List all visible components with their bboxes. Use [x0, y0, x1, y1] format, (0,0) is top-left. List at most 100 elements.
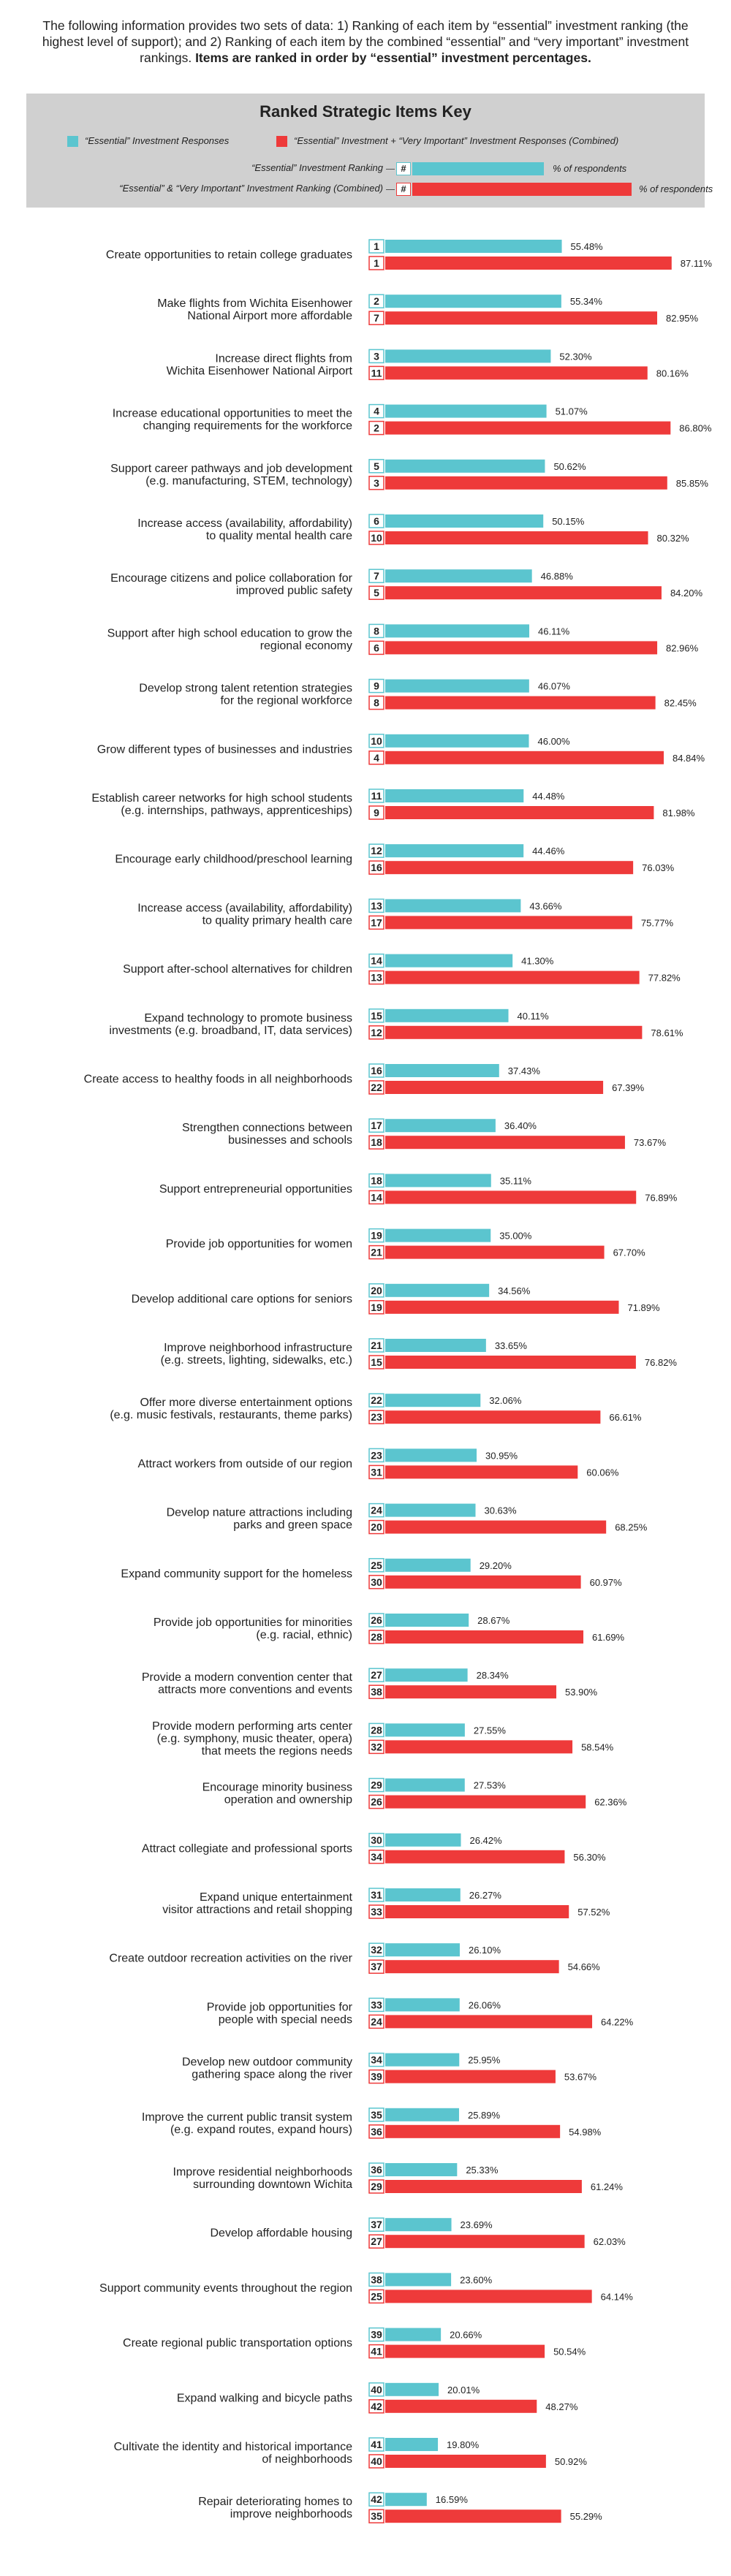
item-label: Attract collegiate and professional spor… [142, 1842, 352, 1855]
essential-rank-box [368, 1777, 385, 1793]
essential-bar [385, 2218, 452, 2232]
item-label: Expand walking and bicycle paths [177, 2392, 352, 2404]
item-label: parks and green space [233, 1519, 352, 1532]
combined-value: 55.29% [570, 2511, 603, 2522]
combined-rank-box [368, 311, 385, 325]
item-label: Provide job opportunities for women [166, 1238, 352, 1250]
combined-bar [385, 1300, 619, 1314]
combined-bar [385, 476, 667, 490]
combined-bar [385, 970, 640, 984]
combined-bar [385, 1905, 569, 1918]
example-essential-rank: # [396, 162, 411, 175]
combined-value: 77.82% [648, 973, 681, 984]
essential-rank: 6 [374, 515, 379, 527]
essential-bar [385, 1558, 471, 1572]
combined-value: 76.89% [645, 1192, 678, 1203]
example-combined-label: “Essential” & “Very Important” Investmen… [119, 183, 383, 194]
essential-bar [385, 624, 530, 638]
essential-bar [385, 1943, 460, 1957]
essential-value: 20.01% [447, 2385, 480, 2395]
essential-bar [385, 2438, 439, 2451]
item-label: operation and ownership [224, 1794, 352, 1806]
item-label: improve neighborhoods [230, 2508, 352, 2520]
essential-value: 46.11% [538, 626, 570, 637]
combined-rank: 24 [371, 2015, 382, 2027]
combined-bar [385, 696, 656, 710]
essential-bar [385, 514, 544, 528]
combined-rank: 6 [374, 642, 379, 653]
intro-plain: The following information provides two s… [42, 18, 689, 65]
combined-bar [385, 2070, 556, 2083]
essential-value: 50.15% [552, 516, 585, 527]
essential-rank-box [368, 1393, 385, 1407]
essential-rank-box [368, 2052, 385, 2067]
essential-value: 25.33% [466, 2165, 499, 2176]
essential-bar [385, 1339, 486, 1352]
combined-value: 66.61% [609, 1412, 642, 1423]
combined-rank: 38 [371, 1686, 382, 1698]
essential-rank: 4 [374, 406, 379, 417]
combined-rank-box [368, 1850, 385, 1864]
item-label: (e.g. expand routes, expand hours) [170, 2124, 352, 2136]
item-label: Develop affordable housing [210, 2227, 352, 2240]
essential-bar [385, 954, 513, 968]
combined-value: 54.98% [569, 2127, 602, 2138]
combined-value: 62.03% [594, 2236, 626, 2247]
key-title: Ranked Strategic Items Key [260, 102, 471, 121]
essential-rank-box [368, 1008, 385, 1023]
combined-rank-box [368, 1080, 385, 1095]
combined-rank-box [368, 531, 385, 545]
combined-bar [385, 2235, 585, 2249]
combined-rank: 10 [371, 532, 382, 544]
combined-rank-box [368, 2234, 385, 2249]
item-label: Wichita Eisenhower National Airport [167, 365, 353, 377]
combined-rank-box [368, 1410, 385, 1424]
combined-rank-box [368, 860, 385, 875]
combined-value: 82.95% [666, 313, 699, 324]
item-label: Develop additional care options for seni… [132, 1293, 352, 1305]
essential-rank-box [368, 1888, 385, 1902]
combined-bar [385, 2015, 593, 2029]
item-label: Cultivate the identity and historical im… [114, 2441, 352, 2453]
item-label: businesses and schools [228, 1134, 352, 1147]
item-label: Provide job opportunities for minorities [154, 1616, 352, 1629]
essential-rank-box [368, 1063, 385, 1078]
combined-rank-box [368, 2069, 385, 2084]
combined-rank-box [368, 476, 385, 490]
combined-rank: 25 [371, 2290, 382, 2302]
ranked-bar-chart: Create opportunities to retain college g… [84, 239, 712, 2523]
combined-value: 57.52% [577, 1907, 610, 1918]
essential-rank-box [368, 2162, 385, 2177]
essential-rank: 3 [374, 350, 379, 362]
essential-rank: 39 [371, 2329, 382, 2341]
essential-rank-box [368, 843, 385, 858]
combined-bar [385, 1190, 637, 1204]
essential-rank: 27 [371, 1669, 382, 1681]
item-label: for the regional workforce [220, 695, 352, 707]
combined-bar [385, 1410, 601, 1424]
combined-rank: 40 [371, 2455, 382, 2467]
item-label: Support after high school education to g… [107, 627, 352, 639]
combined-value: 61.69% [592, 1632, 625, 1643]
essential-bar [385, 404, 547, 418]
item-label: (e.g. symphony, music theater, opera) [157, 1733, 352, 1745]
essential-value: 44.46% [532, 846, 565, 856]
combined-bar [385, 1850, 565, 1863]
essential-bar [385, 1119, 496, 1133]
item-label: Support after-school alternatives for ch… [123, 963, 352, 976]
essential-rank-box [368, 1833, 385, 1847]
essential-rank: 41 [371, 2439, 382, 2450]
combined-rank: 26 [371, 1796, 382, 1808]
combined-bar [385, 1575, 581, 1589]
essential-rank: 20 [371, 1285, 382, 1296]
essential-value: 46.88% [541, 571, 574, 582]
combined-bar [385, 1795, 586, 1809]
item-label: (e.g. streets, lighting, sidewalks, etc.… [161, 1354, 352, 1367]
combined-rank-box [368, 751, 385, 765]
essential-bar [385, 899, 521, 913]
combined-value: 58.54% [581, 1741, 614, 1752]
essential-rank-box [368, 349, 385, 364]
essential-bar [385, 2108, 459, 2121]
combined-rank: 18 [371, 1136, 382, 1148]
item-label: Create regional public transportation op… [123, 2337, 352, 2349]
